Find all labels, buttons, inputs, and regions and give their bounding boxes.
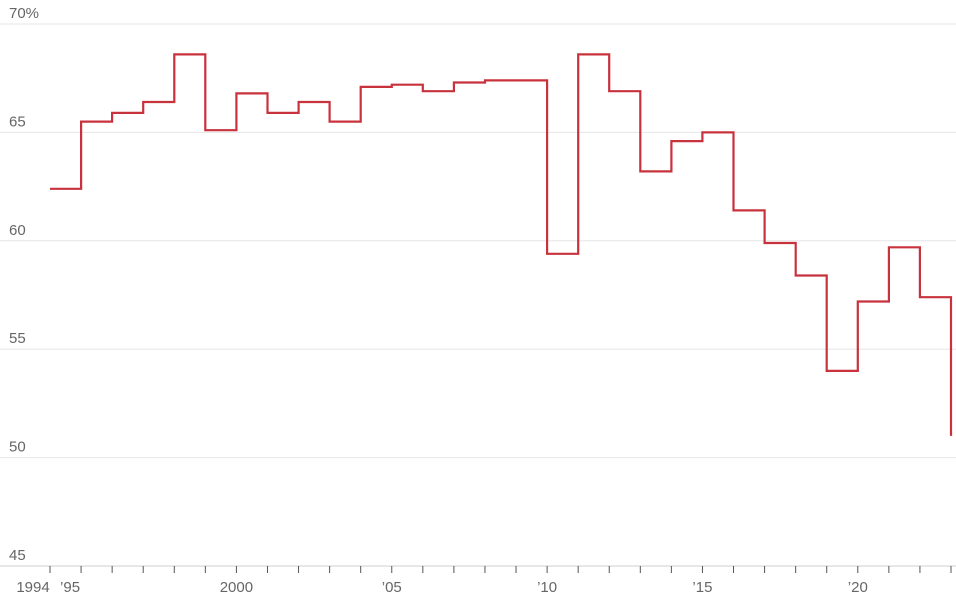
x-axis — [49, 566, 952, 573]
x-tick-label-2000: 2000 — [220, 579, 253, 596]
x-tick-label-2020: ’20 — [848, 579, 868, 596]
y-tick-label-65: 65 — [9, 113, 26, 130]
y-tick-label-55: 55 — [9, 330, 26, 347]
x-axis-labels: 1994 ’95 2000 ’05 ’10 ’15 ’20 — [16, 579, 867, 596]
gridlines — [0, 23, 956, 567]
y-tick-label-45: 45 — [9, 547, 26, 564]
series-layer — [50, 53, 953, 436]
y-tick-label-50: 50 — [9, 439, 26, 456]
x-tick-label-2005: ’05 — [382, 579, 402, 596]
y-axis-labels: 45 50 55 60 65 70% — [9, 5, 39, 564]
y-tick-label-70: 70% — [9, 5, 39, 22]
x-tick-label-1995: ’95 — [60, 579, 80, 596]
x-tick-label-2015: ’15 — [692, 579, 712, 596]
series-line-0 — [50, 53, 953, 436]
y-tick-label-60: 60 — [9, 222, 26, 239]
x-tick-label-1994: 1994 — [16, 579, 49, 596]
x-tick-label-2010: ’10 — [537, 579, 557, 596]
